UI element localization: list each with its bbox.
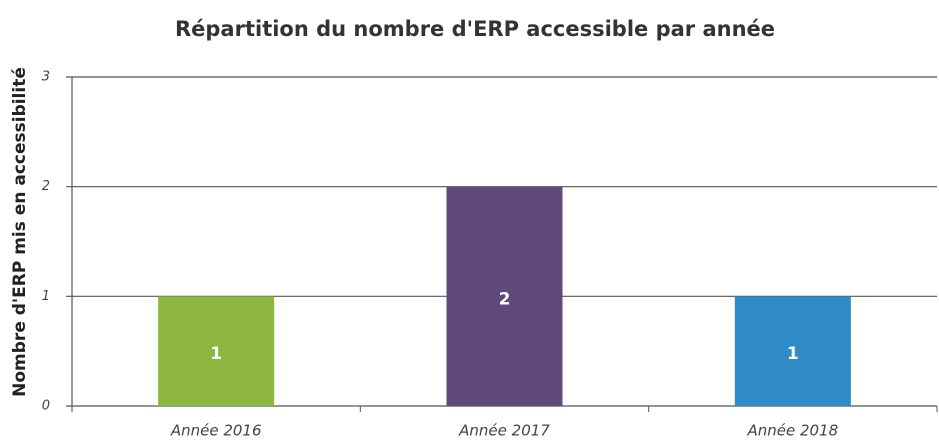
data-label: 1 [787,344,799,364]
y-tick-label: 3 [42,70,50,85]
bar [158,296,275,406]
y-tick-label: 1 [42,289,50,304]
chart-title: Répartition du nombre d'ERP accessible p… [175,17,775,41]
y-axis-label: Nombre d'ERP mis en accessibilité [10,67,30,397]
bar [446,186,563,406]
data-label: 2 [499,289,511,309]
data-label: 1 [210,344,222,364]
x-tick-label: Année 2018 [746,422,838,440]
x-tick-label: Année 2017 [458,422,550,440]
x-tick-label: Année 2016 [170,422,262,440]
bar [734,296,851,406]
y-tick-label: 0 [42,399,50,414]
y-tick-label: 2 [42,179,50,194]
